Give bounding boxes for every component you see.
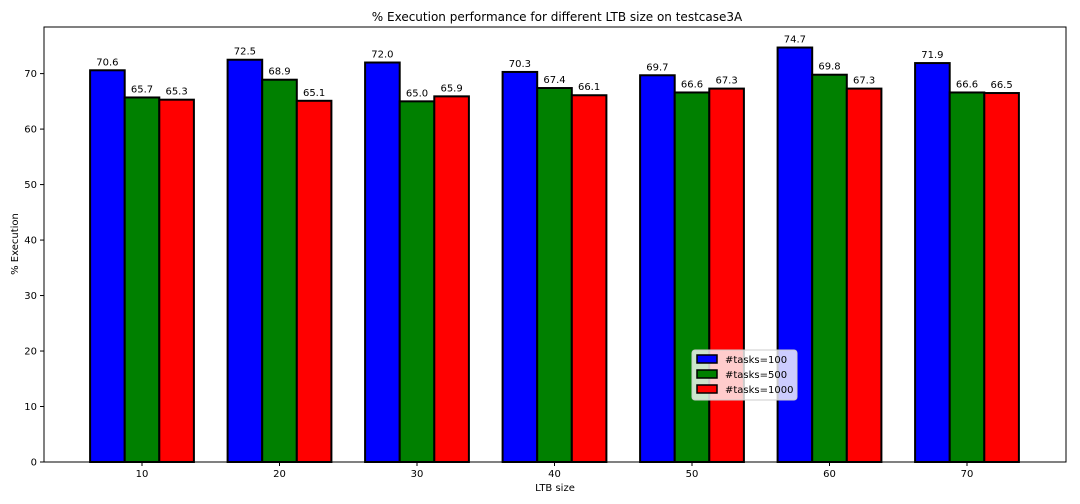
y-axis-label: % Execution — [10, 213, 21, 275]
bar — [811, 73, 848, 464]
x-tick-label: 20 — [273, 469, 286, 480]
bar-value-label: 68.9 — [268, 67, 290, 78]
bar-value-label: 67.3 — [715, 76, 737, 87]
bar-value-label: 67.4 — [543, 75, 565, 86]
y-tick-label: 20 — [24, 347, 37, 358]
bar-value-label: 70.3 — [509, 59, 531, 70]
x-tick-label: 60 — [823, 469, 836, 480]
bar — [89, 69, 126, 463]
legend-entry: #tasks=500 — [725, 370, 787, 381]
bar-value-label: 66.1 — [578, 82, 600, 93]
bar — [158, 98, 195, 464]
bar-value-label: 65.7 — [131, 84, 153, 95]
x-tick-label: 50 — [686, 469, 699, 480]
x-axis-label: LTB size — [535, 483, 575, 494]
bars — [89, 46, 1020, 464]
bar — [948, 91, 986, 464]
legend-swatch — [696, 369, 718, 379]
x-axis: 10 20 30 40 50 60 70 — [136, 462, 974, 480]
x-tick-label: 40 — [548, 469, 561, 480]
y-tick-label: 60 — [24, 125, 37, 136]
bar — [226, 58, 264, 464]
bar-value-label: 66.6 — [681, 79, 703, 90]
bar-value-label: 71.9 — [921, 50, 943, 61]
bar-value-label: 66.5 — [990, 80, 1012, 91]
bar-value-label: 72.0 — [371, 50, 393, 61]
bar-value-label: 74.7 — [784, 35, 806, 46]
bar — [433, 95, 470, 463]
bar — [639, 74, 676, 463]
y-tick-label: 50 — [24, 180, 37, 191]
bar — [295, 99, 333, 463]
bar-value-label: 65.1 — [303, 88, 325, 99]
bar-value-label: 65.0 — [406, 88, 428, 99]
bar-value-label: 67.3 — [853, 76, 875, 87]
bar — [536, 87, 573, 463]
bar-value-label: 66.6 — [956, 79, 978, 90]
legend-entry: #tasks=100 — [725, 355, 787, 366]
legend-frame — [691, 349, 798, 401]
bar — [123, 96, 161, 463]
x-tick-label: 30 — [411, 469, 424, 480]
legend-swatch — [696, 354, 718, 364]
bar — [398, 100, 436, 463]
y-tick-label: 70 — [24, 69, 37, 80]
y-axis: 0 10 20 30 40 50 60 70 — [24, 69, 44, 469]
bar — [673, 91, 711, 464]
x-tick-label: 70 — [961, 469, 974, 480]
bar — [845, 87, 883, 463]
y-tick-label: 30 — [24, 291, 37, 302]
bar — [261, 78, 298, 464]
bar-value-label: 69.7 — [646, 62, 668, 73]
bar — [914, 62, 951, 463]
bar — [501, 70, 539, 464]
legend-swatch — [696, 384, 718, 394]
y-tick-label: 0 — [31, 458, 37, 469]
bar — [708, 87, 745, 463]
y-tick-label: 10 — [24, 402, 37, 413]
legend-entry: #tasks=1000 — [725, 385, 793, 396]
chart-title: % Execution performance for different LT… — [372, 10, 743, 24]
x-tick-label: 10 — [136, 469, 149, 480]
bar — [983, 92, 1020, 463]
bar-value-label: 65.9 — [440, 83, 462, 94]
legend: #tasks=100 #tasks=500 #tasks=1000 — [691, 349, 798, 401]
bar-value-label: 65.3 — [165, 87, 187, 98]
bar — [570, 94, 608, 463]
y-tick-label: 40 — [24, 236, 37, 247]
bar-value-label: 70.6 — [96, 57, 118, 68]
bar-value-labels: 70.6 65.7 65.3 72.5 68.9 65.1 72.0 65.0 65.9 70.3… — [96, 35, 1012, 100]
bar — [364, 61, 401, 464]
bar-value-label: 69.8 — [818, 62, 840, 73]
bar-value-label: 72.5 — [234, 47, 256, 58]
